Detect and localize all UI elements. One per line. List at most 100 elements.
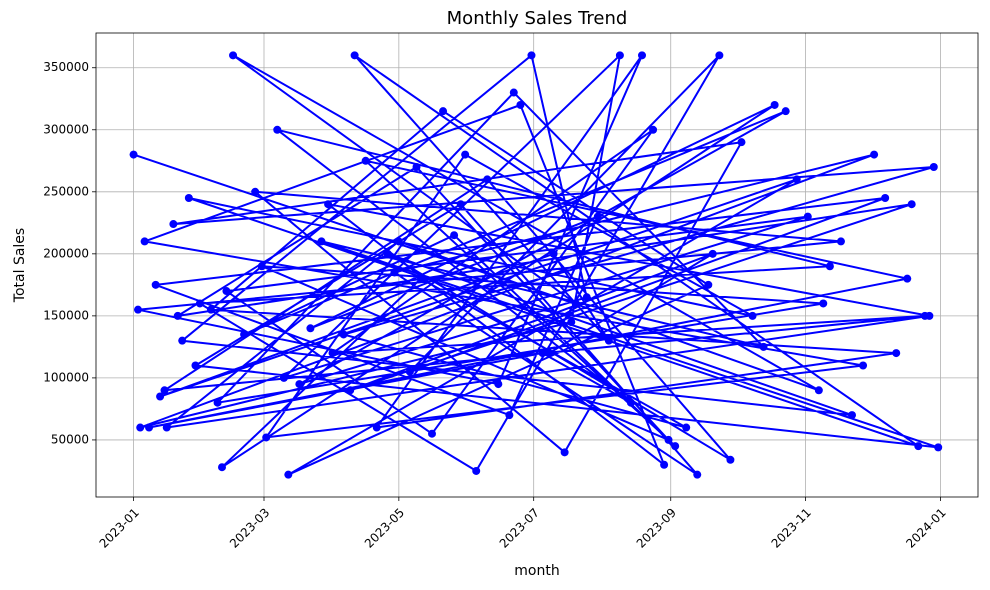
data-point bbox=[416, 274, 425, 283]
data-point bbox=[693, 470, 702, 479]
data-point bbox=[284, 470, 293, 479]
data-point bbox=[770, 100, 779, 109]
data-point bbox=[328, 349, 337, 358]
data-point bbox=[257, 262, 266, 271]
data-point bbox=[538, 349, 547, 358]
data-point bbox=[483, 175, 492, 184]
data-point bbox=[324, 200, 333, 209]
series-line bbox=[133, 54, 940, 476]
data-point bbox=[456, 200, 465, 209]
data-point bbox=[737, 138, 746, 147]
y-tick-label: 300000 bbox=[43, 122, 89, 136]
data-point bbox=[571, 299, 580, 308]
data-point bbox=[819, 299, 828, 308]
data-point bbox=[516, 100, 525, 109]
x-axis-label: month bbox=[514, 563, 559, 579]
data-point bbox=[412, 162, 421, 171]
data-point bbox=[836, 237, 845, 246]
data-point bbox=[549, 249, 558, 258]
data-point bbox=[870, 150, 879, 159]
data-point bbox=[339, 330, 348, 339]
data-point bbox=[262, 433, 271, 442]
data-point bbox=[604, 336, 613, 345]
data-point bbox=[160, 386, 169, 395]
data-point bbox=[682, 423, 691, 432]
data-point bbox=[346, 386, 355, 395]
data-point bbox=[545, 349, 554, 358]
y-axis-label: Total Sales bbox=[12, 228, 28, 303]
data-point bbox=[295, 380, 304, 389]
data-point bbox=[903, 274, 912, 283]
data-point bbox=[184, 194, 193, 203]
data-point bbox=[450, 231, 459, 240]
data-point bbox=[317, 237, 326, 246]
data-point bbox=[814, 386, 823, 395]
data-point bbox=[708, 249, 717, 258]
data-point bbox=[929, 162, 938, 171]
chart-title: Monthly Sales Trend bbox=[447, 8, 628, 29]
data-point bbox=[169, 220, 178, 229]
data-point bbox=[439, 107, 448, 116]
data-point bbox=[704, 280, 713, 289]
data-point bbox=[593, 212, 602, 221]
y-tick-label: 250000 bbox=[43, 184, 89, 198]
data-point bbox=[361, 156, 370, 165]
x-tick-label: 2023-03 bbox=[227, 505, 272, 550]
y-tick-label: 100000 bbox=[43, 370, 89, 384]
data-point bbox=[626, 398, 635, 407]
data-point bbox=[394, 237, 403, 246]
x-tick-label: 2023-09 bbox=[634, 505, 679, 550]
data-point bbox=[390, 268, 399, 277]
data-point bbox=[527, 51, 536, 60]
data-point bbox=[191, 361, 200, 370]
data-point bbox=[914, 442, 923, 451]
data-point bbox=[279, 373, 288, 382]
data-point bbox=[461, 150, 470, 159]
data-point bbox=[505, 411, 514, 420]
data-point bbox=[140, 237, 149, 246]
x-tick-label: 2023-01 bbox=[97, 505, 142, 550]
data-point bbox=[206, 305, 215, 314]
data-point bbox=[222, 287, 231, 296]
data-point bbox=[229, 51, 238, 60]
data-point bbox=[136, 423, 145, 432]
data-point bbox=[748, 311, 757, 320]
data-point bbox=[671, 442, 680, 451]
data-point bbox=[715, 51, 724, 60]
data-point bbox=[428, 429, 436, 438]
data-point bbox=[759, 342, 768, 351]
y-tick-label: 350000 bbox=[43, 60, 89, 74]
data-point bbox=[892, 349, 901, 358]
data-point bbox=[934, 443, 943, 452]
data-point bbox=[881, 194, 890, 203]
data-point bbox=[195, 299, 204, 308]
x-tick-label: 2023-05 bbox=[362, 505, 407, 550]
y-tick-label: 150000 bbox=[43, 308, 89, 322]
data-point bbox=[638, 51, 646, 60]
data-point bbox=[664, 435, 673, 444]
x-tick-label: 2024-01 bbox=[903, 505, 948, 550]
data-point bbox=[859, 361, 868, 370]
data-point bbox=[907, 200, 916, 209]
data-point bbox=[509, 88, 518, 97]
data-point bbox=[660, 460, 669, 469]
data-point bbox=[582, 293, 591, 302]
data-point bbox=[162, 423, 171, 432]
data-point bbox=[372, 423, 381, 432]
data-point bbox=[240, 330, 249, 339]
data-point bbox=[156, 392, 165, 401]
data-point bbox=[129, 150, 138, 159]
data-point bbox=[178, 336, 187, 345]
data-point bbox=[218, 463, 226, 472]
data-point bbox=[273, 125, 282, 134]
data-point bbox=[213, 398, 222, 407]
data-point bbox=[560, 448, 569, 457]
data-point bbox=[825, 262, 834, 271]
data-point bbox=[472, 466, 481, 475]
data-point bbox=[848, 411, 856, 420]
data-point bbox=[726, 455, 735, 464]
data-point bbox=[792, 175, 801, 184]
data-point bbox=[920, 311, 929, 320]
